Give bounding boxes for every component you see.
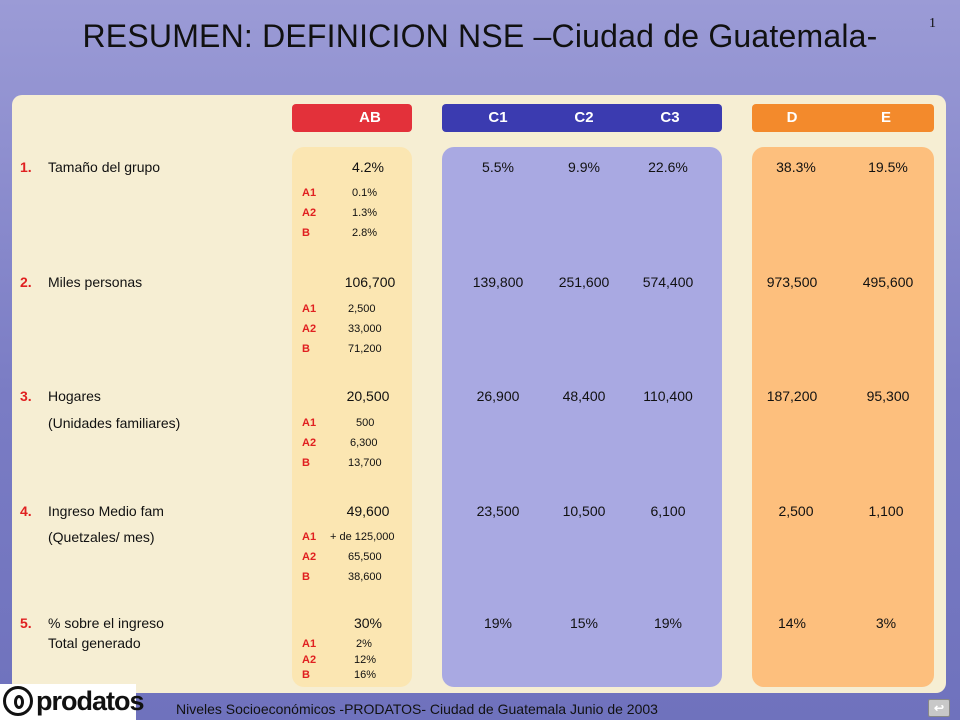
row-number: 3. — [20, 388, 32, 404]
value-c1: 26,900 — [476, 388, 520, 404]
value-c2: 15% — [569, 615, 599, 631]
value-ab: 106,700 — [344, 274, 396, 290]
footer-text: Niveles Socioeconómicos -PRODATOS- Ciuda… — [176, 701, 658, 717]
return-icon[interactable]: ↩ — [928, 699, 950, 717]
row-label: % sobre el ingreso — [48, 615, 164, 631]
value-c2: 251,600 — [558, 274, 610, 290]
sub-value-a1: + de 125,000 — [330, 531, 395, 543]
row-label: Hogares — [48, 388, 101, 404]
sub-value-a2: 6,300 — [350, 437, 378, 449]
logo-mark-icon — [3, 686, 33, 716]
sub-value-b: 71,200 — [348, 343, 382, 355]
sub-code-b: B — [302, 457, 310, 469]
slide-number: 1 — [929, 16, 936, 31]
value-e: 19.5% — [868, 159, 908, 175]
sub-code-a2: A2 — [302, 437, 317, 449]
row-label-secondary: (Quetzales/ mes) — [48, 529, 155, 545]
sub-value-a1: 0.1% — [352, 187, 378, 199]
value-ab: 49,600 — [346, 503, 390, 519]
value-c3: 574,400 — [642, 274, 694, 290]
row-number: 4. — [20, 503, 32, 519]
header-c: C1 C2 C3 — [442, 104, 722, 132]
row-label-secondary: Total generado — [48, 635, 141, 651]
value-d: 2,500 — [778, 503, 814, 519]
prodatos-logo: prodatos — [0, 684, 145, 720]
sub-code-b: B — [302, 227, 310, 239]
logo-text: prodatos — [36, 686, 145, 716]
sub-value-a2: 1.3% — [352, 207, 378, 219]
header-c2-label: C2 — [574, 109, 594, 126]
sub-code-b: B — [302, 343, 310, 355]
header-c1-label: C1 — [488, 109, 508, 126]
sub-value-b: 13,700 — [348, 457, 382, 469]
value-e: 1,100 — [868, 503, 904, 519]
value-c1: 23,500 — [476, 503, 520, 519]
value-e: 3% — [875, 615, 897, 631]
row-number: 2. — [20, 274, 32, 290]
row-label-secondary: (Unidades familiares) — [48, 415, 181, 431]
header-c3-label: C3 — [660, 109, 680, 126]
sub-code-a1: A1 — [302, 187, 317, 199]
sub-code-a1: A1 — [302, 417, 317, 429]
column-ab-background — [292, 147, 412, 687]
sub-code-a2: A2 — [302, 654, 317, 666]
sub-value-b: 16% — [354, 669, 377, 681]
value-e: 495,600 — [862, 274, 914, 290]
sub-code-a1: A1 — [302, 531, 317, 543]
sub-value-b: 38,600 — [348, 571, 382, 583]
header-de: D E — [752, 104, 934, 132]
value-c3: 6,100 — [650, 503, 686, 519]
value-ab: 4.2% — [352, 159, 384, 175]
value-d: 14% — [777, 615, 807, 631]
value-c3: 19% — [653, 615, 683, 631]
column-c-background — [442, 147, 722, 687]
header-e-label: E — [880, 109, 891, 126]
value-d: 187,200 — [766, 388, 818, 404]
row-label: Ingreso Medio fam — [48, 503, 164, 519]
value-e: 95,300 — [866, 388, 910, 404]
sub-value-a2: 12% — [354, 654, 377, 666]
column-de-background — [752, 147, 934, 687]
sub-value-a1: 500 — [356, 417, 375, 429]
value-c2: 10,500 — [562, 503, 606, 519]
row-label: Miles personas — [48, 274, 143, 290]
value-c2: 9.9% — [568, 159, 600, 175]
header-ab: AB — [292, 104, 412, 132]
sub-code-a1: A1 — [302, 303, 317, 315]
sub-value-a1: 2% — [356, 638, 372, 650]
row-label: Tamaño del grupo — [48, 159, 161, 175]
value-ab: 20,500 — [346, 388, 390, 404]
sub-code-a1: A1 — [302, 638, 317, 650]
value-c3: 110,400 — [643, 388, 693, 404]
value-d: 973,500 — [766, 274, 818, 290]
sub-value-a2: 33,000 — [348, 323, 382, 335]
sub-code-a2: A2 — [302, 207, 317, 219]
sub-value-b: 2.8% — [352, 227, 378, 239]
value-c1: 19% — [483, 615, 513, 631]
value-c3: 22.6% — [648, 159, 688, 175]
sub-code-b: B — [302, 571, 310, 583]
sub-code-a2: A2 — [302, 323, 317, 335]
value-d: 38.3% — [776, 159, 816, 175]
header-d-label: D — [786, 109, 798, 126]
value-c2: 48,400 — [562, 388, 606, 404]
value-ab: 30% — [353, 615, 383, 631]
header-ab-label: AB — [359, 109, 381, 126]
value-c1: 139,800 — [472, 274, 524, 290]
sub-value-a1: 2,500 — [348, 303, 376, 315]
value-c1: 5.5% — [482, 159, 514, 175]
sub-value-a2: 65,500 — [348, 551, 382, 563]
sub-code-b: B — [302, 669, 310, 681]
sub-code-a2: A2 — [302, 551, 317, 563]
slide-title: RESUMEN: DEFINICION NSE –Ciudad de Guate… — [82, 18, 878, 54]
row-number: 5. — [20, 615, 32, 631]
row-number: 1. — [20, 159, 32, 175]
